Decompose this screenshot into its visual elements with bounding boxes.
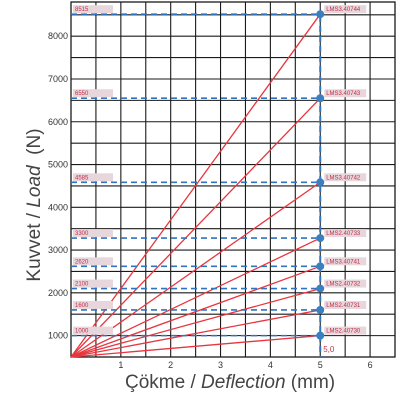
value-label: 4585 xyxy=(75,175,89,181)
series-name-label: LMS2.40733 xyxy=(326,231,361,237)
x-tick-label: 3 xyxy=(218,360,223,370)
value-label-bg xyxy=(73,89,113,98)
reference-labels: 8515 LMS3.40744 6550 LMS3.40743 4585 LMS3.407… xyxy=(73,5,367,335)
series-marker xyxy=(316,262,325,271)
reference-dashes: 5,0 xyxy=(71,13,335,357)
series-markers xyxy=(316,10,325,340)
y-tick-label: 2000 xyxy=(48,288,68,298)
series-name-bg xyxy=(324,257,367,266)
series-line xyxy=(70,334,321,358)
series-name-label: LMS2.40730 xyxy=(326,329,361,335)
series-line xyxy=(70,97,321,358)
y-tick-label: 3000 xyxy=(48,245,68,255)
value-label: 2620 xyxy=(75,259,89,265)
value-label-bg xyxy=(73,279,113,288)
series-line xyxy=(70,309,321,358)
series-lines xyxy=(70,13,321,358)
y-tick-label: 7000 xyxy=(48,74,68,84)
value-label: 2100 xyxy=(75,282,89,288)
series-name-label: LMS2.40732 xyxy=(326,282,361,288)
series-marker xyxy=(316,234,325,243)
x-tick-label: 2 xyxy=(168,360,173,370)
y-tick-label: 6000 xyxy=(48,117,68,127)
y-tick-label: 4000 xyxy=(48,202,68,212)
x-tick-label: 4 xyxy=(268,360,273,370)
series-marker xyxy=(316,94,325,103)
series-name-label: LMS3.40742 xyxy=(326,175,361,181)
series-name-label: LMS3.40744 xyxy=(326,7,361,13)
series-name-bg xyxy=(324,326,367,335)
x-axis-label: Çökme / Deflection (mm) xyxy=(125,372,335,393)
x-axis-ticks: 1 2 3 4 5 6 xyxy=(118,360,372,370)
series-name-bg xyxy=(324,173,367,182)
y-axis-label: Kuvvet / Load (N) xyxy=(24,128,45,281)
series-name-bg xyxy=(324,229,367,238)
value-label: 1600 xyxy=(75,303,89,309)
series-marker xyxy=(316,10,325,19)
series-name-bg xyxy=(324,89,367,98)
series-line xyxy=(70,13,321,358)
series-marker xyxy=(316,178,325,187)
series-name-bg xyxy=(324,279,367,288)
y-tick-label: 5000 xyxy=(48,160,68,170)
value-label-bg xyxy=(73,326,113,335)
series-line xyxy=(70,237,321,358)
series-name-label: LMS2.40731 xyxy=(326,303,361,309)
value-label-bg xyxy=(73,5,113,14)
value-label: 8515 xyxy=(75,7,89,13)
plot-frame xyxy=(70,1,396,358)
value-label: 6550 xyxy=(75,91,89,97)
x-tick-label: 1 xyxy=(118,360,123,370)
value-label-bg xyxy=(73,173,113,182)
x-tick-label: 6 xyxy=(368,360,373,370)
value-label: 1000 xyxy=(75,329,89,335)
value-label: 3300 xyxy=(75,231,89,237)
series-marker xyxy=(316,331,325,340)
y-axis-ticks: 1000 2000 3000 4000 5000 6000 7000 8000 xyxy=(48,31,68,340)
y-tick-label: 8000 xyxy=(48,31,68,41)
y-tick-label: 1000 xyxy=(48,331,68,341)
value-label-bg xyxy=(73,300,113,309)
series-name-label: LMS3.40741 xyxy=(326,259,361,265)
series-marker xyxy=(316,305,325,314)
value-label-bg xyxy=(73,229,113,238)
x-tick-label: 5 xyxy=(318,360,323,370)
series-line xyxy=(70,265,321,358)
series-line xyxy=(70,287,321,358)
series-marker xyxy=(316,284,325,293)
value-label-bg xyxy=(73,257,113,266)
series-name-bg xyxy=(324,5,367,14)
x-marker-label: 5,0 xyxy=(323,345,335,354)
series-name-label: LMS3.40743 xyxy=(326,91,361,97)
series-name-bg xyxy=(324,300,367,309)
